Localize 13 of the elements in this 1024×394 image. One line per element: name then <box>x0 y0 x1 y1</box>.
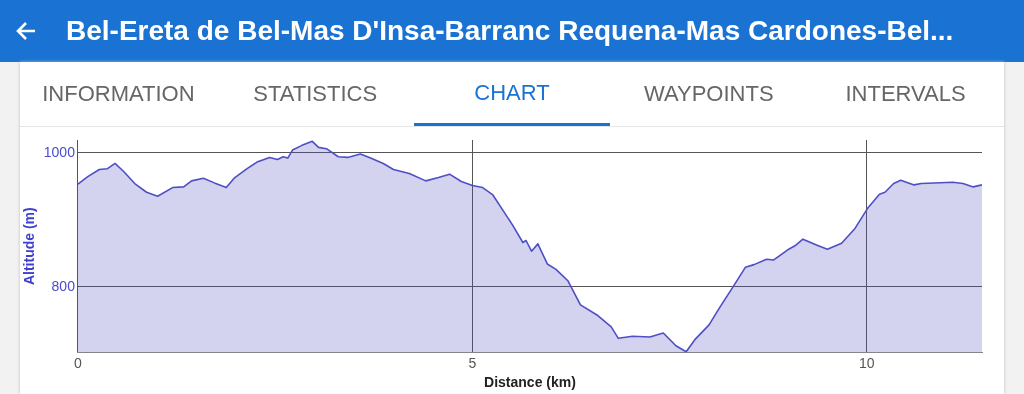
text: STATISTICS <box>252 80 379 108</box>
x-tick-label: 5 <box>468 354 477 371</box>
y-tick-label: 1000 <box>43 143 76 160</box>
chart-title: Bel-Ereta de Bel-Mas D'Insa-Barranc Requena-Mas Cardones-Bel... <box>66 15 954 47</box>
x-axis-title: Distance (km) <box>484 374 576 391</box>
text: INFORMATION <box>41 80 196 108</box>
text: CHART <box>413 62 611 126</box>
x-tick-label: 0 <box>74 354 83 371</box>
x-tick-label: 10 <box>859 354 875 371</box>
text: WAYPOINTS <box>643 80 775 108</box>
y-tick-label: 800 <box>51 277 76 294</box>
text: INTERVALS <box>844 80 967 108</box>
y-axis-title: Altitude (m) <box>21 207 38 286</box>
